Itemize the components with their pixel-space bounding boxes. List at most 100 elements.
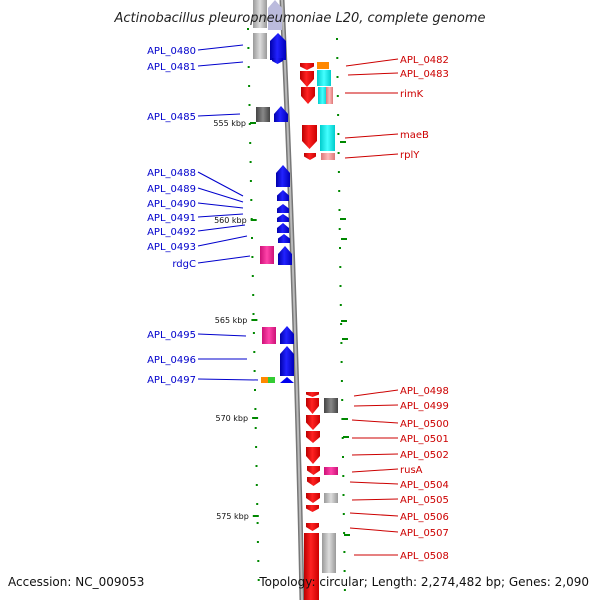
inner-track-dot — [248, 85, 251, 87]
right-leader-line — [351, 498, 399, 501]
kbp-tick-mark — [252, 417, 259, 419]
gene-feature-forward — [280, 326, 294, 344]
left-leader-line — [197, 255, 251, 264]
gene-feature-forward — [268, 0, 282, 30]
outer-track-dot — [341, 437, 344, 439]
outer-track-dot — [339, 304, 342, 306]
topology-text: Topology: circular; Length: 2,274,482 bp… — [258, 575, 589, 589]
left-leader-line — [197, 61, 244, 67]
gene-feature-rose — [326, 87, 333, 104]
outer-track-dot — [343, 551, 346, 553]
gene-feature-grey — [324, 398, 338, 413]
gene-feature-pink — [260, 246, 274, 264]
features-group — [253, 0, 338, 600]
label-lines-group — [197, 44, 399, 556]
right-leader-line — [351, 419, 399, 424]
left-gene-label: APL_0491 — [147, 213, 196, 224]
inner-track-dot — [254, 408, 257, 410]
kbp-tick-label: 570 kbp — [215, 414, 248, 423]
gene-feature-pink — [262, 327, 276, 344]
outer-track-dot — [343, 532, 346, 534]
gene-feature-forward — [274, 106, 288, 122]
inner-track-dot — [256, 541, 259, 543]
gene-feature-reverse — [307, 466, 320, 475]
gene-feature-forward — [278, 234, 290, 243]
left-gene-label: APL_0496 — [147, 355, 196, 366]
gene-feature-forward — [272, 58, 283, 64]
left-leader-line — [197, 333, 247, 337]
inner-track-dot — [255, 484, 258, 486]
right-gene-label: APL_0482 — [400, 55, 449, 66]
right-gene-label: APL_0498 — [400, 386, 449, 397]
gene-feature-cyan — [317, 70, 331, 86]
left-gene-label: APL_0488 — [147, 168, 196, 179]
left-gene-label: APL_0489 — [147, 184, 196, 195]
outer-track-dot — [336, 57, 339, 59]
gene-feature-orange — [261, 377, 268, 383]
left-gene-label: APL_0490 — [147, 199, 196, 210]
left-gene-label: APL_0485 — [147, 112, 196, 123]
left-leader-line — [197, 224, 246, 232]
kbp-tick-mark-outer — [342, 338, 348, 340]
right-leader-line — [344, 153, 399, 159]
accession-text: Accession: NC_009053 — [8, 575, 144, 589]
inner-track-dot — [247, 66, 250, 68]
gene-feature-forward — [280, 346, 294, 376]
kbp-tick-label: 565 kbp — [215, 316, 248, 325]
right-gene-label: rplY — [400, 150, 420, 161]
kbp-tick-mark — [252, 515, 259, 517]
outer-track-dot — [339, 247, 341, 249]
ticks-group: 555 kbp 560 kbp 565 kbp 570 kbp 575 kbp — [213, 28, 350, 591]
inner-track-dot — [250, 199, 253, 201]
gene-feature-forward — [276, 165, 290, 187]
outer-track-dot — [337, 152, 340, 154]
right-gene-label: APL_0500 — [400, 419, 449, 430]
kbp-tick-mark — [251, 319, 258, 321]
left-leader-line — [197, 202, 244, 209]
right-gene-label: APL_0502 — [400, 450, 449, 461]
inner-track-dot — [257, 579, 260, 581]
kbp-tick-mark — [250, 122, 256, 124]
map-title: Actinobacillus pleuropneumoniae L20, com… — [114, 11, 486, 26]
outer-track-dot — [336, 38, 338, 40]
left-leader-line — [197, 213, 244, 218]
right-gene-label: APL_0508 — [400, 551, 449, 562]
inner-track-dot — [253, 370, 256, 372]
right-gene-label: APL_0505 — [400, 495, 449, 506]
kbp-tick-label: 560 kbp — [214, 216, 247, 225]
gene-feature-forward — [280, 377, 294, 383]
gene-feature-forward — [277, 204, 289, 213]
outer-track-dot — [338, 209, 341, 211]
inner-track-dot — [247, 28, 249, 30]
gene-feature-forward — [278, 246, 292, 265]
kbp-tick-mark-outer — [340, 141, 346, 143]
inner-track-dot — [249, 142, 252, 144]
left-gene-label: APL_0481 — [147, 62, 196, 73]
outer-track-dot — [336, 95, 339, 97]
left-leader-line — [197, 378, 259, 381]
gene-feature-reverse — [304, 153, 316, 160]
inner-track-dot — [251, 256, 254, 258]
gene-feature-reverse — [306, 505, 319, 512]
outer-major-tick — [342, 418, 348, 420]
inner-track-dot — [248, 104, 251, 106]
right-gene-label: APL_0506 — [400, 512, 449, 523]
left-gene-label: APL_0480 — [147, 46, 196, 57]
gene-feature-green — [268, 377, 275, 383]
gene-feature-pink — [324, 467, 338, 475]
inner-track-dot — [257, 560, 260, 562]
outer-track-dot — [343, 589, 346, 591]
inner-track-dot — [251, 275, 254, 277]
inner-track-dot — [254, 389, 256, 391]
outer-track-dot — [338, 228, 341, 230]
kbp-tick-mark-outer — [343, 436, 349, 438]
labels-group: APL_0480 APL_0481 APL_0485 APL_0488 APL_0489… — [147, 46, 449, 562]
gene-feature-reverse — [300, 63, 314, 70]
outer-major-tick — [341, 320, 347, 322]
kbp-tick-mark-outer — [344, 534, 350, 536]
kbp-tick-mark — [250, 219, 257, 221]
gene-feature-grey — [253, 33, 267, 59]
right-leader-line — [353, 389, 399, 397]
outer-track-dot — [339, 285, 342, 287]
outer-track-dot — [342, 494, 345, 496]
